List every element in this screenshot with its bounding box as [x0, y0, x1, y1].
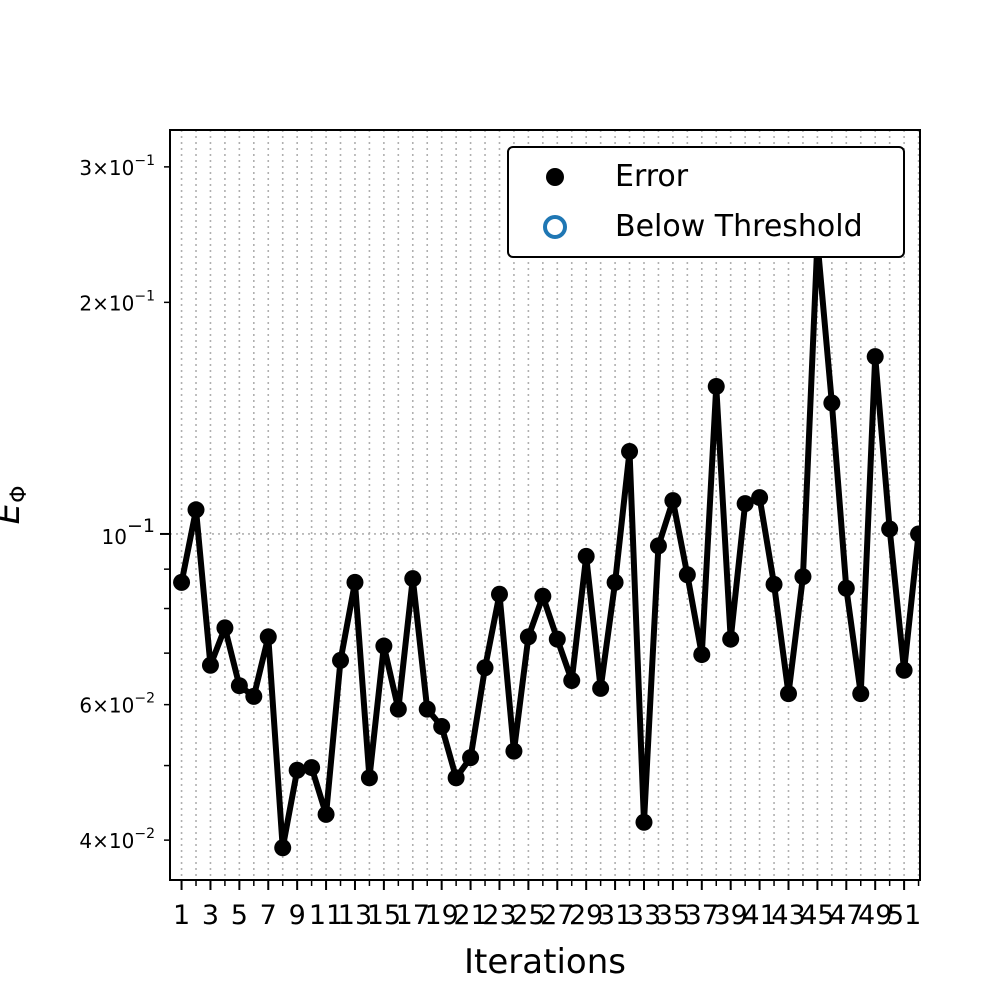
x-tick-label: 17: [396, 900, 430, 931]
error-point: [693, 646, 711, 664]
x-tick-label: 23: [482, 900, 516, 931]
y-tick-label: 4×10−2: [79, 826, 155, 853]
x-tick-label: 1: [173, 900, 190, 931]
x-tick-label: 13: [338, 900, 372, 931]
error-point: [837, 579, 855, 597]
error-point: [722, 630, 740, 648]
plot-clip: [173, 232, 920, 857]
legend-marker-error: [546, 168, 564, 186]
error-point: [173, 573, 191, 591]
y-tick-label: 6×10−2: [79, 691, 155, 718]
legend-marker-below-threshold: [543, 215, 567, 239]
error-point: [765, 575, 783, 593]
legend-label-error: Error: [615, 159, 689, 194]
error-point: [635, 813, 653, 831]
error-point: [259, 628, 277, 646]
y-tick-label: 10−1: [102, 515, 155, 549]
error-point: [606, 573, 624, 591]
error-point: [274, 839, 292, 857]
error-point: [404, 570, 422, 588]
x-tick-label: 47: [829, 900, 863, 931]
y-axis-label: EΦ: [0, 486, 32, 525]
error-point: [447, 769, 465, 787]
x-tick-label: 39: [714, 900, 748, 931]
error-point: [216, 619, 234, 637]
x-tick-label: 21: [453, 900, 487, 931]
error-point: [577, 547, 595, 565]
error-point: [418, 700, 436, 718]
x-tick-label: 31: [598, 900, 632, 931]
x-tick-label: 51: [887, 900, 921, 931]
error-point: [230, 677, 248, 695]
x-tick-label: 25: [511, 900, 545, 931]
x-tick-label: 45: [800, 900, 834, 931]
x-tick-labels: 1 3 5 7 9 11131517192123252729313335373941434…: [173, 900, 921, 931]
x-tick-label: 49: [858, 900, 892, 931]
error-point: [881, 520, 899, 538]
x-tick-label: 29: [569, 900, 603, 931]
error-point: [462, 749, 480, 767]
x-tick-label: 43: [771, 900, 805, 931]
legend-box: [507, 146, 905, 258]
error-point: [476, 659, 494, 677]
x-tick-label: 9: [289, 900, 306, 931]
error-point: [245, 687, 263, 705]
error-point: [346, 573, 364, 591]
error-point: [592, 679, 610, 697]
error-point: [910, 525, 920, 543]
legend: Error Below Threshold: [507, 146, 905, 258]
x-tick-label: 5: [231, 900, 248, 931]
x-tick-label: 19: [424, 900, 458, 931]
error-point: [866, 348, 884, 366]
error-point: [563, 671, 581, 689]
error-point: [649, 537, 667, 555]
error-point: [360, 769, 378, 787]
series-error: [173, 232, 920, 857]
error-point: [201, 656, 219, 674]
error-point: [317, 805, 335, 823]
x-tick-label: 35: [656, 900, 690, 931]
y-tick-label: 3×10−1: [79, 153, 155, 180]
error-point: [288, 761, 306, 779]
error-point: [895, 661, 913, 679]
error-point: [389, 700, 407, 718]
error-point: [534, 587, 552, 605]
error-point: [736, 495, 754, 513]
y-tick-label: 2×10−1: [79, 288, 155, 315]
x-tick-label: 37: [685, 900, 719, 931]
error-point: [303, 759, 321, 777]
y-tick-labels: 10−1 4×10−2 6×10−2 2×10−1 3×10−1: [79, 153, 155, 853]
error-point: [332, 651, 350, 669]
error-point: [779, 685, 797, 703]
x-tick-label: 7: [260, 900, 277, 931]
error-point: [490, 585, 508, 603]
error-point: [678, 566, 696, 584]
error-point: [664, 492, 682, 510]
x-tick-label: 15: [367, 900, 401, 931]
error-point: [751, 489, 769, 507]
error-point: [375, 637, 393, 655]
x-tick-label: 41: [742, 900, 776, 931]
error-point: [621, 442, 639, 460]
plot-frame: [169, 129, 921, 881]
legend-label-below-threshold: Below Threshold: [615, 209, 863, 244]
x-tick-label: 3: [202, 900, 219, 931]
error-point: [505, 742, 523, 760]
error-point: [433, 718, 451, 736]
error-point: [794, 568, 812, 586]
error-point: [823, 394, 841, 412]
x-tick-label: 33: [627, 900, 661, 931]
error-point: [852, 685, 870, 703]
x-tick-label: 27: [540, 900, 574, 931]
error-point: [548, 630, 566, 648]
x-tick-label: 11: [309, 900, 343, 931]
x-axis-label: Iterations: [464, 942, 626, 982]
error-point: [519, 628, 537, 646]
error-point: [187, 501, 205, 519]
error-point: [707, 377, 725, 395]
